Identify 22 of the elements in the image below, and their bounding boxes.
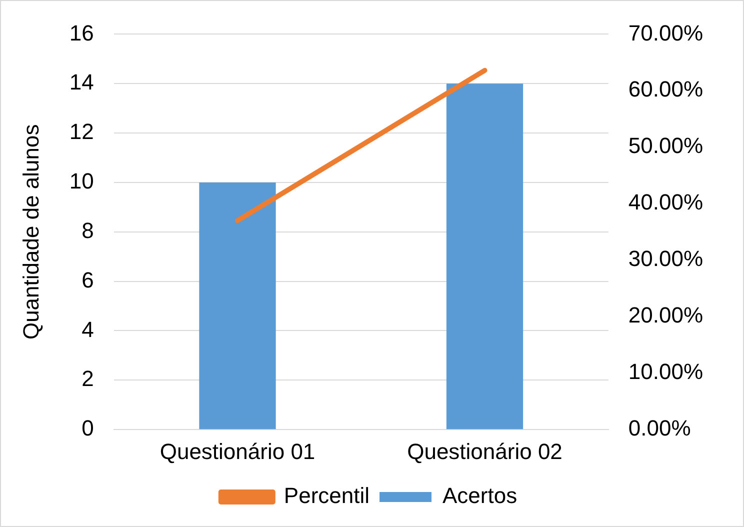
y-tick-label: 2 [82,366,94,392]
legend-label: Acertos [442,483,518,508]
y2-tick-label: 30.00% [628,246,704,272]
y2-tick-label: 70.00% [628,20,704,46]
y-tick-label: 8 [82,218,94,243]
y2-tick-label: 0.00% [628,416,691,441]
y2-tick-label: 60.00% [628,76,704,102]
legend-label: Percentil [284,483,370,508]
y-tick-label: 6 [82,267,94,292]
y2-tick-label: 10.00% [628,359,704,384]
y-tick-label: 14 [69,70,94,95]
y-tick-label: 16 [69,20,94,46]
y-axis-title: Quantidade de alunos [18,124,44,340]
y-tick-label: 10 [69,168,94,194]
y2-tick-label: 40.00% [628,190,704,215]
y-tick-label: 12 [69,119,94,144]
y2-tick-label: 50.00% [628,133,704,158]
y-tick-label: 0 [82,416,94,441]
x-tick-label: Questionário 02 [407,438,562,464]
x-tick-label: Questionário 01 [160,438,316,464]
y2-tick-label: 20.00% [628,302,704,328]
y-tick-label: 4 [82,316,94,342]
